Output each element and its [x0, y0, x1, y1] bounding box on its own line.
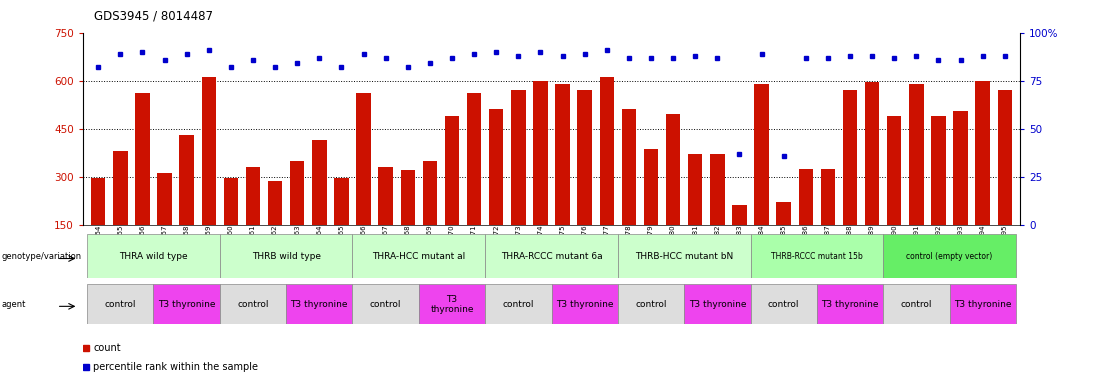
Bar: [419, 284, 485, 324]
Bar: [618, 234, 750, 278]
Bar: [114, 151, 128, 225]
Bar: [953, 111, 967, 225]
Bar: [884, 284, 950, 324]
Text: T3
thyronine: T3 thyronine: [430, 295, 474, 314]
Bar: [887, 116, 901, 225]
Text: control: control: [900, 300, 932, 309]
Text: THRB-RCCC mutant 15b: THRB-RCCC mutant 15b: [771, 252, 863, 261]
Bar: [777, 202, 791, 225]
Bar: [224, 178, 238, 225]
Bar: [817, 284, 884, 324]
Bar: [556, 84, 570, 225]
Bar: [600, 78, 614, 225]
Bar: [644, 149, 658, 225]
Bar: [219, 234, 353, 278]
Text: genotype/variation: genotype/variation: [1, 252, 82, 261]
Bar: [378, 167, 393, 225]
Text: THRA wild type: THRA wild type: [119, 252, 188, 261]
Text: THRA-RCCC mutant 6a: THRA-RCCC mutant 6a: [501, 252, 602, 261]
Bar: [799, 169, 813, 225]
Text: T3 thyronine: T3 thyronine: [954, 300, 1011, 309]
Bar: [92, 178, 106, 225]
Bar: [87, 234, 219, 278]
Bar: [666, 114, 681, 225]
Text: control: control: [768, 300, 800, 309]
Bar: [884, 234, 1016, 278]
Bar: [997, 90, 1011, 225]
Bar: [136, 93, 150, 225]
Bar: [312, 140, 326, 225]
Bar: [290, 161, 304, 225]
Bar: [750, 284, 817, 324]
Bar: [533, 81, 547, 225]
Text: control: control: [237, 300, 269, 309]
Bar: [286, 284, 353, 324]
Text: GDS3945 / 8014487: GDS3945 / 8014487: [94, 10, 213, 23]
Bar: [353, 234, 485, 278]
Bar: [931, 116, 945, 225]
Bar: [158, 174, 172, 225]
Text: control: control: [370, 300, 401, 309]
Bar: [688, 154, 703, 225]
Text: THRB-HCC mutant bN: THRB-HCC mutant bN: [635, 252, 733, 261]
Bar: [552, 284, 618, 324]
Bar: [485, 284, 552, 324]
Bar: [975, 81, 989, 225]
Text: control: control: [635, 300, 666, 309]
Text: control (empty vector): control (empty vector): [907, 252, 993, 261]
Bar: [732, 205, 747, 225]
Bar: [467, 93, 481, 225]
Bar: [865, 82, 879, 225]
Text: percentile rank within the sample: percentile rank within the sample: [93, 362, 258, 372]
Bar: [87, 284, 153, 324]
Bar: [485, 234, 618, 278]
Text: count: count: [93, 343, 120, 353]
Text: THRA-HCC mutant al: THRA-HCC mutant al: [372, 252, 465, 261]
Text: T3 thyronine: T3 thyronine: [688, 300, 746, 309]
Text: T3 thyronine: T3 thyronine: [556, 300, 613, 309]
Bar: [684, 284, 750, 324]
Bar: [511, 90, 525, 225]
Text: control: control: [105, 300, 136, 309]
Bar: [489, 109, 503, 225]
Bar: [400, 170, 415, 225]
Bar: [334, 178, 349, 225]
Bar: [180, 135, 194, 225]
Bar: [821, 169, 835, 225]
Text: T3 thyronine: T3 thyronine: [158, 300, 215, 309]
Bar: [750, 234, 884, 278]
Bar: [754, 84, 769, 225]
Bar: [622, 109, 636, 225]
Bar: [353, 284, 419, 324]
Bar: [356, 93, 371, 225]
Text: control: control: [503, 300, 534, 309]
Bar: [153, 284, 219, 324]
Bar: [909, 84, 923, 225]
Bar: [950, 284, 1016, 324]
Text: THRB wild type: THRB wild type: [251, 252, 321, 261]
Bar: [578, 90, 592, 225]
Bar: [202, 78, 216, 225]
Text: agent: agent: [1, 300, 25, 309]
Bar: [843, 90, 857, 225]
Bar: [445, 116, 459, 225]
Bar: [422, 161, 437, 225]
Text: T3 thyronine: T3 thyronine: [822, 300, 879, 309]
Bar: [219, 284, 286, 324]
Bar: [268, 182, 282, 225]
Bar: [246, 167, 260, 225]
Text: T3 thyronine: T3 thyronine: [290, 300, 349, 309]
Bar: [710, 154, 725, 225]
Bar: [618, 284, 684, 324]
